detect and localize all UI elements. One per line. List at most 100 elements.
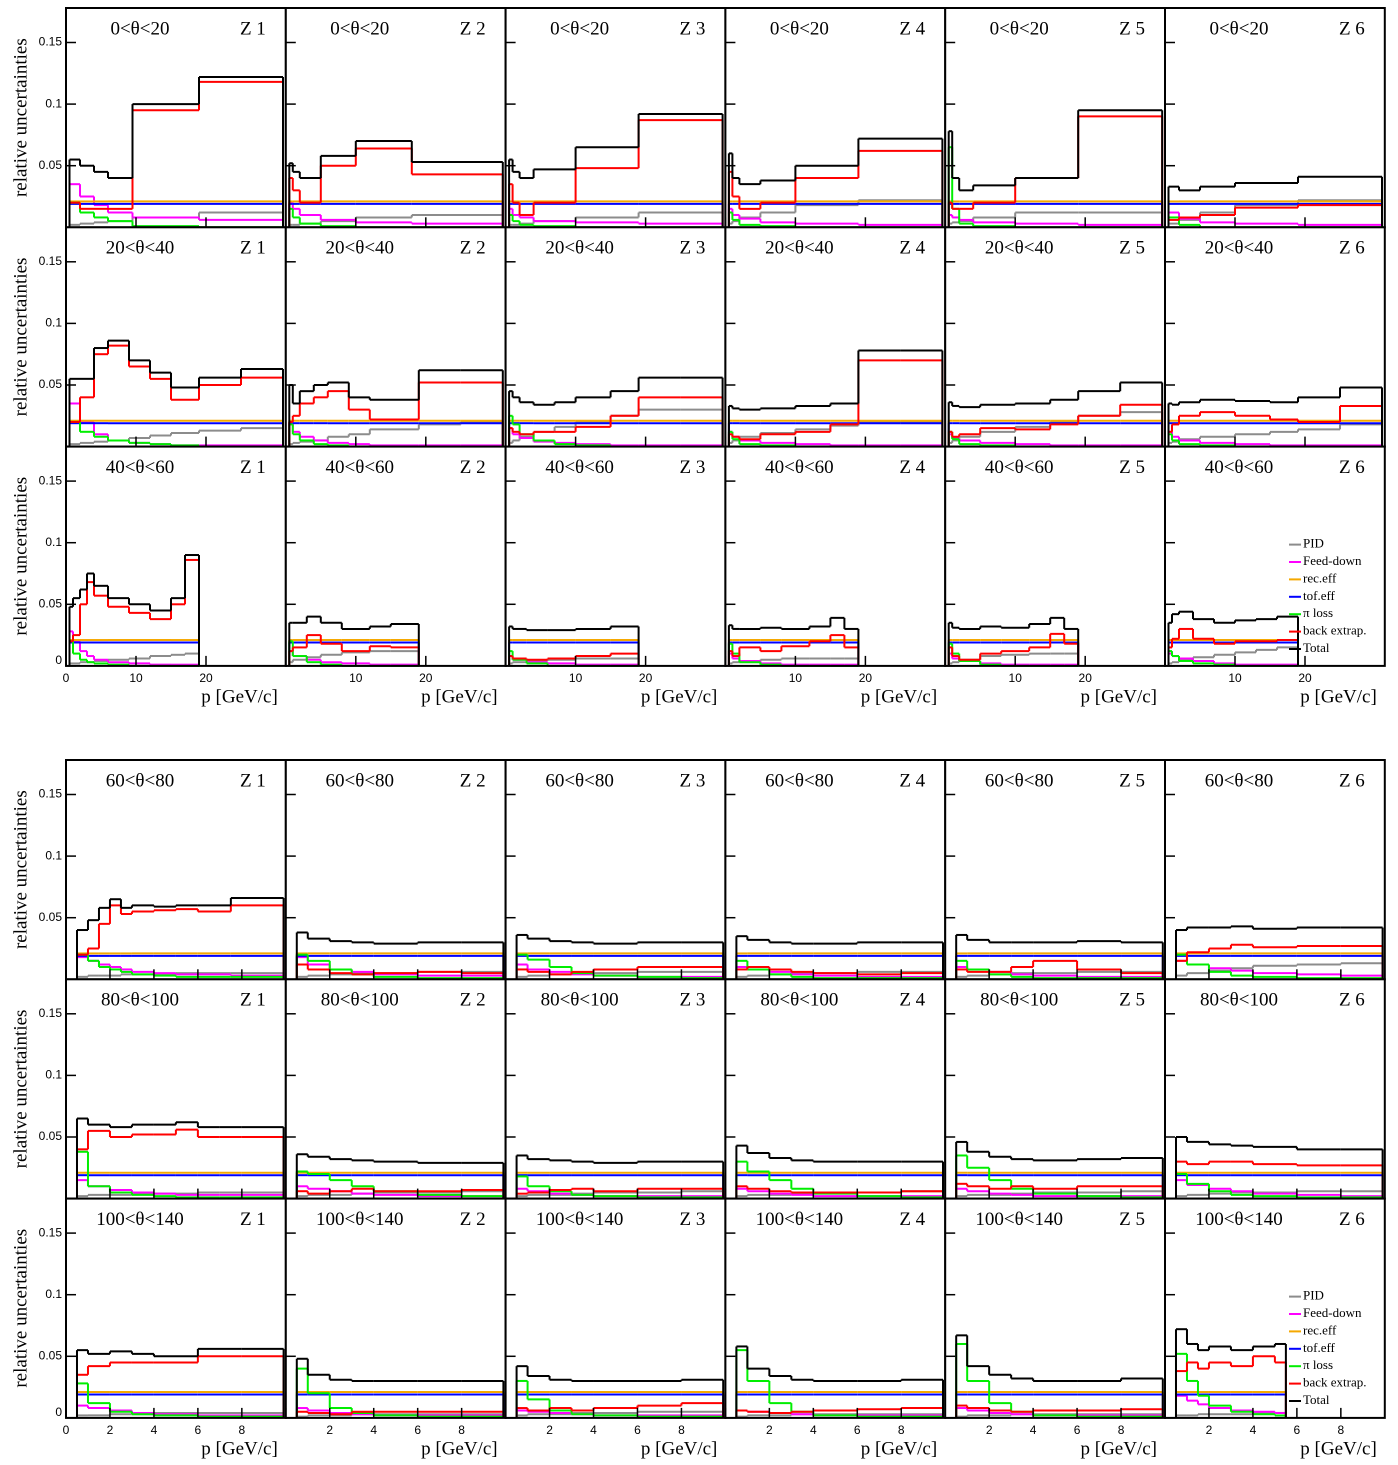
x-tick-label: 2: [107, 1423, 114, 1437]
panel-label: Z 5: [1119, 457, 1145, 478]
panel-title: 80<θ<100: [760, 990, 838, 1011]
y-tick-label: 0.15: [39, 1006, 63, 1020]
panel-title: 80<θ<100: [1200, 990, 1278, 1011]
panel-label: Z 2: [460, 18, 486, 39]
panel-background: [66, 760, 286, 980]
x-tick-label: 8: [458, 1423, 465, 1437]
panel-label: Z 5: [1119, 770, 1145, 791]
panel-background: [285, 1198, 506, 1418]
x-tick-label: 6: [854, 1423, 861, 1437]
x-tick-label: 8: [678, 1423, 685, 1437]
panel-title: 60<θ<80: [765, 770, 834, 791]
panel-label: Z 6: [1339, 18, 1365, 39]
legend-label: back extrap.: [1303, 1375, 1367, 1390]
panel-background: [725, 979, 946, 1199]
y-tick-label: 0.1: [45, 96, 62, 110]
panel-title: 0<θ<20: [550, 18, 609, 39]
panel-title: 100<θ<140: [756, 1209, 844, 1230]
panel-label: Z 2: [460, 238, 486, 259]
panel-background: [285, 979, 506, 1199]
x-tick-label: 4: [590, 1423, 597, 1437]
x-tick-label: 10: [569, 671, 583, 685]
panel-title: 20<θ<40: [326, 238, 395, 259]
x-axis-label: p [GeV/c]: [201, 1438, 278, 1459]
x-tick-label: 10: [129, 671, 143, 685]
panel-frame: [1164, 445, 1386, 667]
panel-label: Z 3: [680, 990, 706, 1011]
y-tick-label: 0.05: [39, 377, 63, 391]
panel-background: [505, 446, 726, 666]
x-tick-label: 6: [414, 1423, 421, 1437]
panel-label: Z 5: [1119, 18, 1145, 39]
x-tick-label: 6: [634, 1423, 641, 1437]
y-tick-label: 0.15: [39, 787, 63, 801]
panel-label: Z 4: [899, 18, 925, 39]
legend-label: π loss: [1303, 1357, 1333, 1372]
panel-label: Z 1: [240, 770, 266, 791]
panel-background: [1165, 227, 1385, 447]
panel-label: Z 5: [1119, 1209, 1145, 1230]
panel-label: Z 2: [460, 990, 486, 1011]
panel-background: [725, 446, 946, 666]
y-tick-label: 0: [55, 653, 62, 667]
x-tick-label: 20: [639, 671, 653, 685]
panel-title: 40<θ<60: [985, 457, 1054, 478]
panel-title: 0<θ<20: [330, 18, 389, 39]
legend-label: PID: [1303, 1288, 1324, 1303]
panel-title: 100<θ<140: [536, 1209, 624, 1230]
x-tick-label: 4: [1030, 1423, 1037, 1437]
panel-label: Z 5: [1119, 238, 1145, 259]
legend-label: Feed-down: [1303, 553, 1362, 568]
y-tick-label: 0.05: [39, 1348, 63, 1362]
x-tick-label: 2: [1206, 1423, 1213, 1437]
panel-background: [66, 8, 286, 228]
x-tick-label: 4: [151, 1423, 158, 1437]
x-tick-label: 8: [1118, 1423, 1125, 1437]
x-tick-label: 6: [195, 1423, 202, 1437]
panel-label: Z 3: [680, 1209, 706, 1230]
panel-background: [285, 8, 506, 228]
x-axis-label: p [GeV/c]: [201, 686, 278, 707]
panel-label: Z 3: [680, 238, 706, 259]
panel-title: 100<θ<140: [96, 1209, 184, 1230]
y-axis-label: relative uncertainties: [10, 38, 31, 197]
y-tick-label: 0.1: [45, 316, 62, 330]
panel-label: Z 1: [240, 990, 266, 1011]
panel-title: 80<θ<100: [541, 990, 619, 1011]
legend-label: rec.eff: [1303, 570, 1337, 585]
panel-title: 60<θ<80: [985, 770, 1054, 791]
panel-label: Z 1: [240, 1209, 266, 1230]
y-tick-label: 0.05: [39, 1129, 63, 1143]
panel-background: [1165, 1198, 1385, 1418]
panel-label: Z 6: [1339, 990, 1365, 1011]
x-tick-label: 20: [859, 671, 873, 685]
x-tick-label: 4: [370, 1423, 377, 1437]
panel-background: [66, 1198, 286, 1418]
panel-background: [505, 227, 726, 447]
y-tick-label: 0.15: [39, 35, 63, 49]
x-tick-label: 6: [1294, 1423, 1301, 1437]
panel-title: 20<θ<40: [545, 238, 614, 259]
x-tick-label: 8: [898, 1423, 905, 1437]
x-tick-label: 8: [238, 1423, 245, 1437]
panel-title: 20<θ<40: [1205, 238, 1274, 259]
x-axis-label: p [GeV/c]: [641, 1438, 718, 1459]
panel-title: 0<θ<20: [1209, 18, 1268, 39]
panel-background: [285, 446, 506, 666]
panel-background: [1165, 760, 1385, 980]
x-axis-label: p [GeV/c]: [1300, 1438, 1377, 1459]
x-tick-label: 4: [810, 1423, 817, 1437]
x-tick-label: 2: [546, 1423, 553, 1437]
x-tick-label: 20: [1079, 671, 1093, 685]
panel-background: [945, 979, 1165, 1199]
panel-background: [505, 760, 726, 980]
x-tick-label: 10: [1228, 671, 1242, 685]
panel-label: Z 1: [240, 18, 266, 39]
panel-label: Z 4: [899, 238, 925, 259]
panel-label: Z 2: [460, 1209, 486, 1230]
panel-label: Z 6: [1339, 457, 1365, 478]
panel-background: [505, 1198, 726, 1418]
panel-background: [945, 227, 1165, 447]
y-tick-label: 0.1: [45, 1287, 62, 1301]
